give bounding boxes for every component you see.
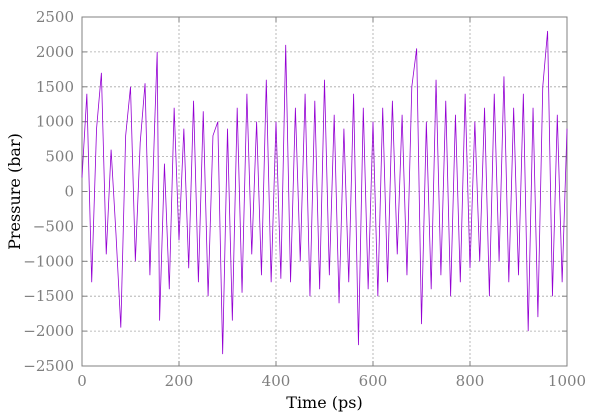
x-tick-label: 200 bbox=[165, 372, 194, 390]
x-tick-label: 0 bbox=[77, 372, 87, 390]
y-tick-label: 500 bbox=[45, 148, 74, 166]
pressure-series-line bbox=[81, 30, 568, 355]
y-tick-label: 1000 bbox=[36, 113, 74, 131]
y-tick-label: −2000 bbox=[23, 322, 74, 340]
y-tick-label: −2500 bbox=[23, 357, 74, 375]
x-tick-labels: 0 200 400 600 800 1000 bbox=[77, 372, 586, 390]
y-tick-label: 1500 bbox=[36, 78, 74, 96]
x-axis-title: Time (ps) bbox=[286, 393, 362, 412]
x-tick-label: 800 bbox=[456, 372, 485, 390]
y-tick-label: −1500 bbox=[23, 287, 74, 305]
x-tick-label: 600 bbox=[359, 372, 388, 390]
y-tick-label: −1000 bbox=[23, 252, 74, 270]
y-tick-label: 2000 bbox=[36, 43, 74, 61]
y-tick-label: 0 bbox=[64, 183, 74, 201]
axis-ticks bbox=[81, 16, 568, 367]
x-tick-label: 1000 bbox=[548, 372, 586, 390]
grid-lines bbox=[82, 17, 567, 366]
y-tick-labels: −2500 −2000 −1500 −1000 −500 0 500 1000 1500 2000… bbox=[23, 8, 74, 375]
x-tick-label: 400 bbox=[262, 372, 291, 390]
y-tick-label: 2500 bbox=[36, 8, 74, 26]
y-axis-title: Pressure (bar) bbox=[5, 133, 24, 250]
y-tick-label: −500 bbox=[33, 217, 74, 235]
